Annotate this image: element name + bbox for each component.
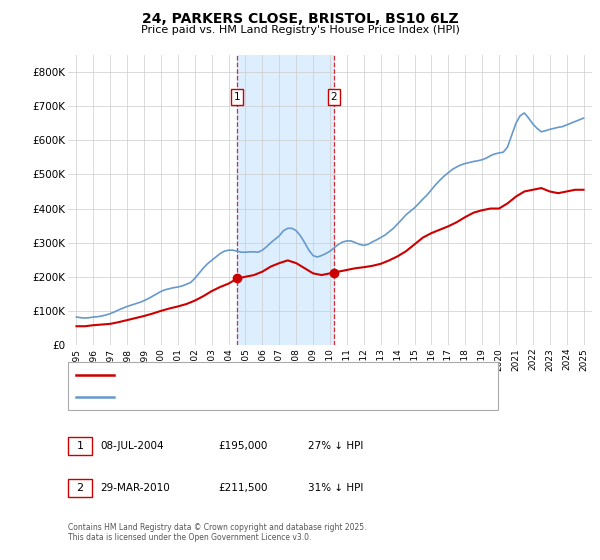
Text: 27% ↓ HPI: 27% ↓ HPI	[308, 441, 364, 451]
Text: 31% ↓ HPI: 31% ↓ HPI	[308, 483, 364, 493]
Text: Contains HM Land Registry data © Crown copyright and database right 2025.
This d: Contains HM Land Registry data © Crown c…	[68, 522, 367, 542]
Bar	[238, 55, 334, 345]
Text: HPI: Average price, detached house, City of Bristol: HPI: Average price, detached house, City…	[118, 391, 365, 402]
Text: 24, PARKERS CLOSE, BRISTOL, BS10 6LZ: 24, PARKERS CLOSE, BRISTOL, BS10 6LZ	[142, 12, 458, 26]
Text: 1: 1	[77, 441, 83, 451]
Text: 1: 1	[234, 92, 241, 102]
Text: £195,000: £195,000	[218, 441, 268, 451]
Text: 08-JUL-2004: 08-JUL-2004	[100, 441, 164, 451]
Text: 24, PARKERS CLOSE, BRISTOL, BS10 6LZ (detached house): 24, PARKERS CLOSE, BRISTOL, BS10 6LZ (de…	[118, 371, 406, 380]
Text: £211,500: £211,500	[218, 483, 268, 493]
Text: 2: 2	[331, 92, 337, 102]
Text: Price paid vs. HM Land Registry's House Price Index (HPI): Price paid vs. HM Land Registry's House …	[140, 25, 460, 35]
Text: 29-MAR-2010: 29-MAR-2010	[100, 483, 170, 493]
Text: 2: 2	[76, 483, 83, 493]
